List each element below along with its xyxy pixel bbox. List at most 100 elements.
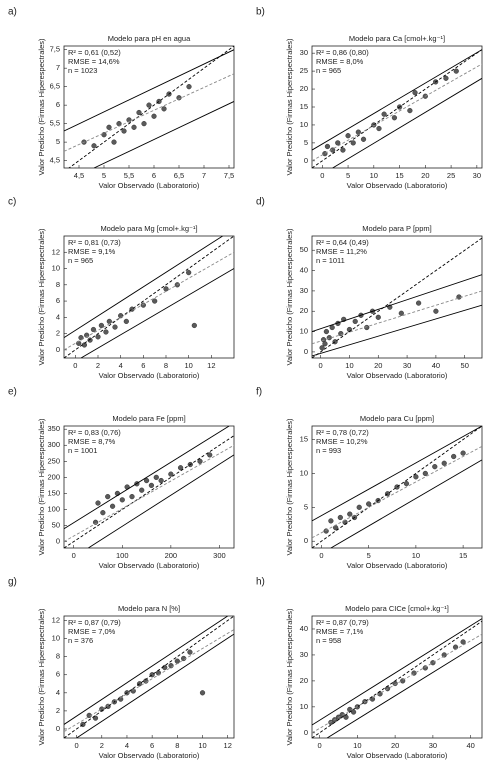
panel-label: h) [256, 577, 265, 588]
stat-annotation: R² = 0,86 (0,80) [316, 48, 369, 57]
data-point [392, 680, 398, 687]
x-tick-label: 0 [319, 361, 323, 370]
x-tick-label: 15 [395, 171, 403, 180]
reference-line [312, 618, 482, 726]
data-point [443, 75, 449, 81]
y-tick-label: 25 [300, 66, 308, 75]
data-point [398, 310, 404, 316]
x-axis-label: Valor Observado (Laboratorio) [347, 751, 448, 760]
data-point [432, 464, 438, 470]
y-tick-label: 350 [47, 424, 60, 433]
x-tick-label: 6 [150, 741, 154, 750]
data-point [322, 341, 328, 347]
x-tick-label: 4 [125, 741, 129, 750]
stat-annotation: R² = 0,78 (0,72) [316, 428, 369, 437]
data-point [141, 121, 147, 127]
stat-annotation: RMSE = 8,0% [316, 57, 364, 66]
stat-annotation: R² = 0,83 (0,76) [68, 428, 121, 437]
data-point [186, 84, 192, 90]
x-tick-label: 12 [224, 741, 232, 750]
stat-annotation: n = 958 [316, 636, 341, 645]
data-point [355, 129, 361, 135]
data-point [430, 660, 436, 666]
data-point [360, 136, 367, 142]
panel-label: b) [256, 7, 265, 18]
data-point [416, 300, 422, 306]
chart-title: Modelo para CICe [cmol+.kg⁻¹] [345, 604, 449, 613]
chart-title: Modelo para P [ppm] [362, 224, 432, 233]
reference-line [64, 435, 234, 548]
data-point [123, 318, 129, 325]
reference-line [312, 633, 482, 734]
reference-line [312, 426, 482, 522]
data-point [207, 452, 213, 458]
x-tick-label: 0 [73, 361, 77, 370]
data-point [422, 470, 428, 477]
stat-annotation: n = 1023 [68, 66, 97, 75]
x-tick-label: 6 [152, 171, 156, 180]
data-point [364, 324, 370, 331]
panel: g) Modelo para N [%] 0 2 4 6 8 10 12 0 2 4 6 8 10 12 Val… [8, 577, 235, 760]
y-tick-label: 6 [56, 670, 60, 679]
reference-line [312, 49, 482, 151]
panel: c) Modelo para Mg [cmol+.kg⁻¹] 0 2 4 6 8 10 12 0 2… [8, 197, 235, 380]
x-tick-label: 12 [207, 361, 215, 370]
data-point [103, 329, 109, 335]
data-point [101, 132, 107, 138]
y-tick-label: 2 [56, 706, 60, 715]
data-point [121, 128, 127, 134]
y-tick-label: 40 [300, 266, 308, 275]
y-tick-label: 6 [56, 296, 60, 305]
plot-frame [63, 425, 235, 549]
data-point [191, 322, 197, 329]
data-point [140, 302, 146, 308]
stat-annotation: RMSE = 9,1% [68, 247, 116, 256]
data-point [106, 124, 112, 130]
x-axis-label: Valor Observado (Laboratorio) [99, 561, 200, 570]
x-axis-label: Valor Observado (Laboratorio) [99, 751, 200, 760]
x-tick-label: 0 [75, 741, 79, 750]
data-point [451, 453, 457, 460]
panel: f) Modelo para Cu [ppm] 0 5 10 15 0 5 10 15 Valor … [256, 387, 483, 570]
data-point [146, 102, 152, 108]
x-tick-label: 10 [353, 741, 361, 750]
data-point [322, 151, 328, 157]
y-tick-label: 4 [56, 688, 60, 697]
x-axis-label: Valor Observado (Laboratorio) [99, 181, 200, 190]
data-point [460, 639, 466, 645]
stat-annotation: RMSE = 8,7% [68, 437, 116, 446]
stat-annotation: R² = 0,61 (0,52) [68, 48, 121, 57]
y-tick-label: 30 [300, 650, 308, 659]
data-point [95, 334, 101, 340]
x-tick-label: 8 [164, 361, 168, 370]
data-point [338, 331, 344, 337]
data-point [391, 115, 398, 121]
reference-line [64, 236, 223, 339]
x-tick-label: 4 [119, 361, 123, 370]
panel: d) Modelo para P [ppm] 0 10 20 30 40 50 0 10 20 30 4… [256, 197, 483, 380]
data-point [100, 510, 106, 516]
data-point [139, 487, 145, 493]
y-tick-label: 0 [56, 537, 60, 546]
data-point [87, 337, 93, 343]
y-axis-label: Valor Predicho (Firmas Hiperespectrales) [285, 38, 294, 175]
y-tick-label: 6 [56, 100, 60, 109]
reference-line [68, 46, 234, 168]
data-point [105, 494, 111, 500]
data-point [328, 719, 334, 726]
y-tick-label: 50 [300, 245, 308, 254]
data-point [129, 494, 135, 500]
stat-annotation: RMSE = 7,1% [316, 627, 364, 636]
y-tick-label: 10 [300, 327, 308, 336]
chart-title: Modelo para Mg [cmol+.kg⁻¹] [100, 224, 197, 233]
data-point [375, 314, 381, 320]
reference-line [312, 63, 482, 162]
x-tick-label: 7,5 [224, 171, 234, 180]
data-point [319, 345, 325, 351]
y-tick-label: 10 [52, 264, 60, 273]
reference-line [64, 629, 234, 733]
data-point [347, 511, 353, 517]
y-tick-label: 5,5 [50, 119, 60, 128]
x-tick-label: 4,5 [74, 171, 84, 180]
